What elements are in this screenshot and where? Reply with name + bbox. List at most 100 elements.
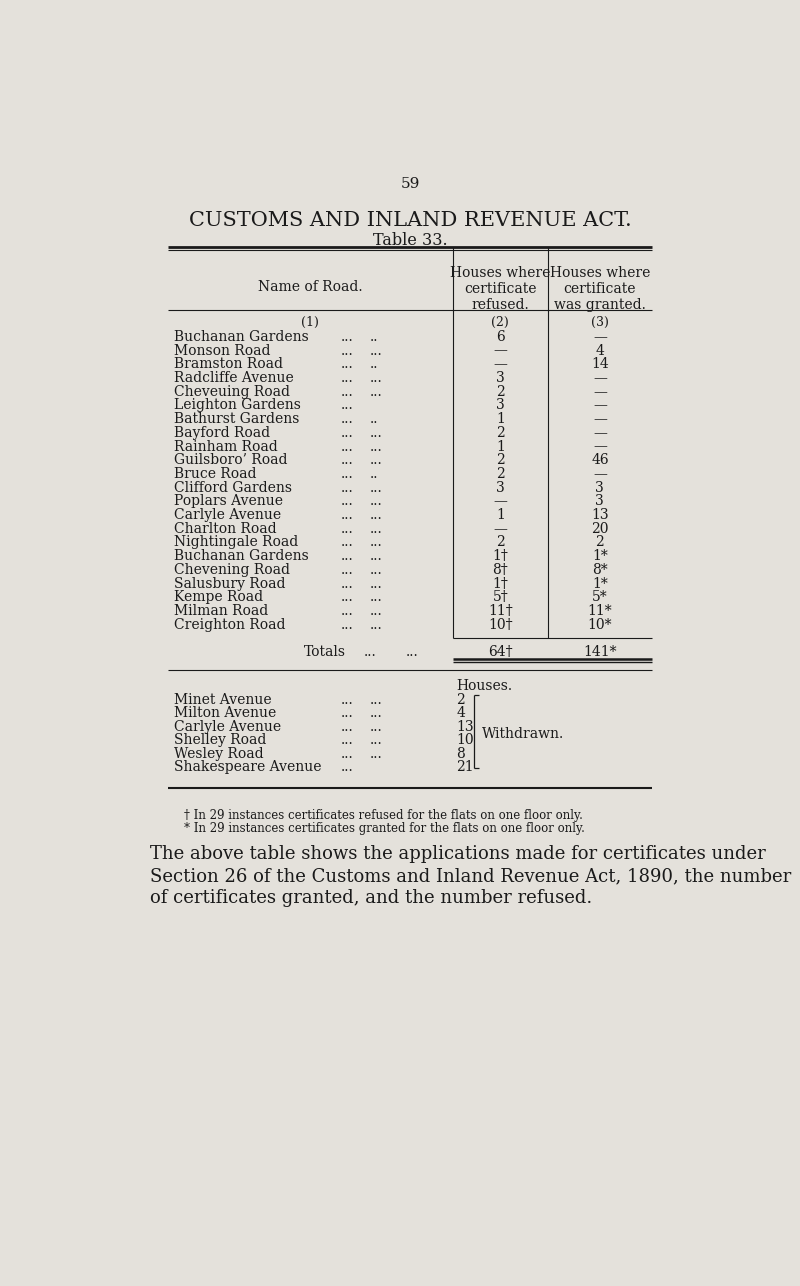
Text: —: — — [593, 426, 607, 440]
Text: 13: 13 — [457, 720, 474, 734]
Text: Cheveuing Road: Cheveuing Road — [174, 385, 290, 399]
Text: CUSTOMS AND INLAND REVENUE ACT.: CUSTOMS AND INLAND REVENUE ACT. — [189, 211, 631, 229]
Text: ...: ... — [340, 590, 353, 604]
Text: Wesley Road: Wesley Road — [174, 747, 263, 761]
Text: ...: ... — [340, 693, 353, 707]
Text: ...: ... — [340, 760, 353, 774]
Text: Chevening Road: Chevening Road — [174, 563, 290, 577]
Text: —: — — [494, 494, 507, 508]
Text: 2: 2 — [496, 535, 505, 549]
Text: 14: 14 — [591, 358, 609, 372]
Text: Houses.: Houses. — [457, 679, 513, 693]
Text: ...: ... — [370, 706, 382, 720]
Text: —: — — [593, 412, 607, 426]
Text: Shelley Road: Shelley Road — [174, 733, 266, 747]
Text: ...: ... — [370, 576, 382, 590]
Text: Buchanan Gardens: Buchanan Gardens — [174, 331, 308, 343]
Text: ...: ... — [340, 358, 353, 372]
Text: ...: ... — [370, 385, 382, 399]
Text: ...: ... — [340, 399, 353, 413]
Text: 11†: 11† — [488, 604, 513, 619]
Text: (1): (1) — [302, 316, 319, 329]
Text: Bathurst Gardens: Bathurst Gardens — [174, 412, 299, 426]
Text: 3: 3 — [496, 481, 505, 495]
Text: 2: 2 — [496, 385, 505, 399]
Text: 20: 20 — [591, 522, 609, 536]
Text: ...: ... — [340, 720, 353, 734]
Text: ...: ... — [370, 481, 382, 495]
Text: ...: ... — [340, 440, 353, 454]
Text: Section 26 of the Customs and Inland Revenue Act, 1890, the number: Section 26 of the Customs and Inland Rev… — [150, 867, 792, 885]
Text: ...: ... — [370, 693, 382, 707]
Text: (2): (2) — [491, 316, 509, 329]
Text: ...: ... — [340, 617, 353, 631]
Text: ...: ... — [370, 370, 382, 385]
Text: ...: ... — [340, 467, 353, 481]
Text: ...: ... — [340, 549, 353, 563]
Text: ...: ... — [340, 385, 353, 399]
Text: —: — — [593, 385, 607, 399]
Text: 11*: 11* — [587, 604, 612, 619]
Text: —: — — [494, 358, 507, 372]
Text: Rainham Road: Rainham Road — [174, 440, 278, 454]
Text: ...: ... — [340, 522, 353, 536]
Text: ...: ... — [340, 426, 353, 440]
Text: 5†: 5† — [493, 590, 508, 604]
Text: ...: ... — [340, 706, 353, 720]
Text: The above table shows the applications made for certificates under: The above table shows the applications m… — [150, 845, 766, 863]
Text: ...: ... — [370, 590, 382, 604]
Text: ...: ... — [370, 617, 382, 631]
Text: Houses where
certificate
refused.: Houses where certificate refused. — [450, 266, 550, 312]
Text: 4: 4 — [457, 706, 466, 720]
Text: ...: ... — [340, 494, 353, 508]
Text: 4: 4 — [595, 343, 604, 358]
Text: Withdrawn.: Withdrawn. — [482, 728, 564, 742]
Text: 3: 3 — [595, 494, 604, 508]
Text: ...: ... — [363, 646, 376, 660]
Text: Table 33.: Table 33. — [373, 231, 447, 249]
Text: 1: 1 — [496, 440, 505, 454]
Text: ...: ... — [370, 440, 382, 454]
Text: ...: ... — [370, 747, 382, 761]
Text: ...: ... — [340, 370, 353, 385]
Text: Guilsboro’ Road: Guilsboro’ Road — [174, 453, 287, 467]
Text: 1: 1 — [496, 508, 505, 522]
Text: Bayford Road: Bayford Road — [174, 426, 270, 440]
Text: Monson Road: Monson Road — [174, 343, 270, 358]
Text: 10: 10 — [457, 733, 474, 747]
Text: * In 29 instances certificates granted for the flats on one floor only.: * In 29 instances certificates granted f… — [184, 822, 585, 835]
Text: ...: ... — [370, 494, 382, 508]
Text: 59: 59 — [400, 177, 420, 192]
Text: ...: ... — [370, 453, 382, 467]
Text: ...: ... — [370, 563, 382, 577]
Text: Nightingale Road: Nightingale Road — [174, 535, 298, 549]
Text: (3): (3) — [591, 316, 609, 329]
Text: 2: 2 — [595, 535, 604, 549]
Text: Carlyle Avenue: Carlyle Avenue — [174, 508, 281, 522]
Text: 2: 2 — [496, 426, 505, 440]
Text: Milton Avenue: Milton Avenue — [174, 706, 276, 720]
Text: Name of Road.: Name of Road. — [258, 280, 362, 293]
Text: 8†: 8† — [493, 563, 508, 577]
Text: —: — — [494, 522, 507, 536]
Text: 3: 3 — [595, 481, 604, 495]
Text: Leighton Gardens: Leighton Gardens — [174, 399, 301, 413]
Text: 1†: 1† — [492, 576, 508, 590]
Text: Milman Road: Milman Road — [174, 604, 268, 619]
Text: Buchanan Gardens: Buchanan Gardens — [174, 549, 308, 563]
Text: ...: ... — [340, 604, 353, 619]
Text: ...: ... — [370, 426, 382, 440]
Text: 21: 21 — [457, 760, 474, 774]
Text: Bruce Road: Bruce Road — [174, 467, 256, 481]
Text: ...: ... — [340, 508, 353, 522]
Text: Kempe Road: Kempe Road — [174, 590, 262, 604]
Text: 10†: 10† — [488, 617, 513, 631]
Text: 13: 13 — [591, 508, 609, 522]
Text: ...: ... — [340, 343, 353, 358]
Text: Carlyle Avenue: Carlyle Avenue — [174, 720, 281, 734]
Text: ...: ... — [340, 331, 353, 343]
Text: 1*: 1* — [592, 549, 608, 563]
Text: ...: ... — [340, 535, 353, 549]
Text: ...: ... — [340, 563, 353, 577]
Text: 5*: 5* — [592, 590, 608, 604]
